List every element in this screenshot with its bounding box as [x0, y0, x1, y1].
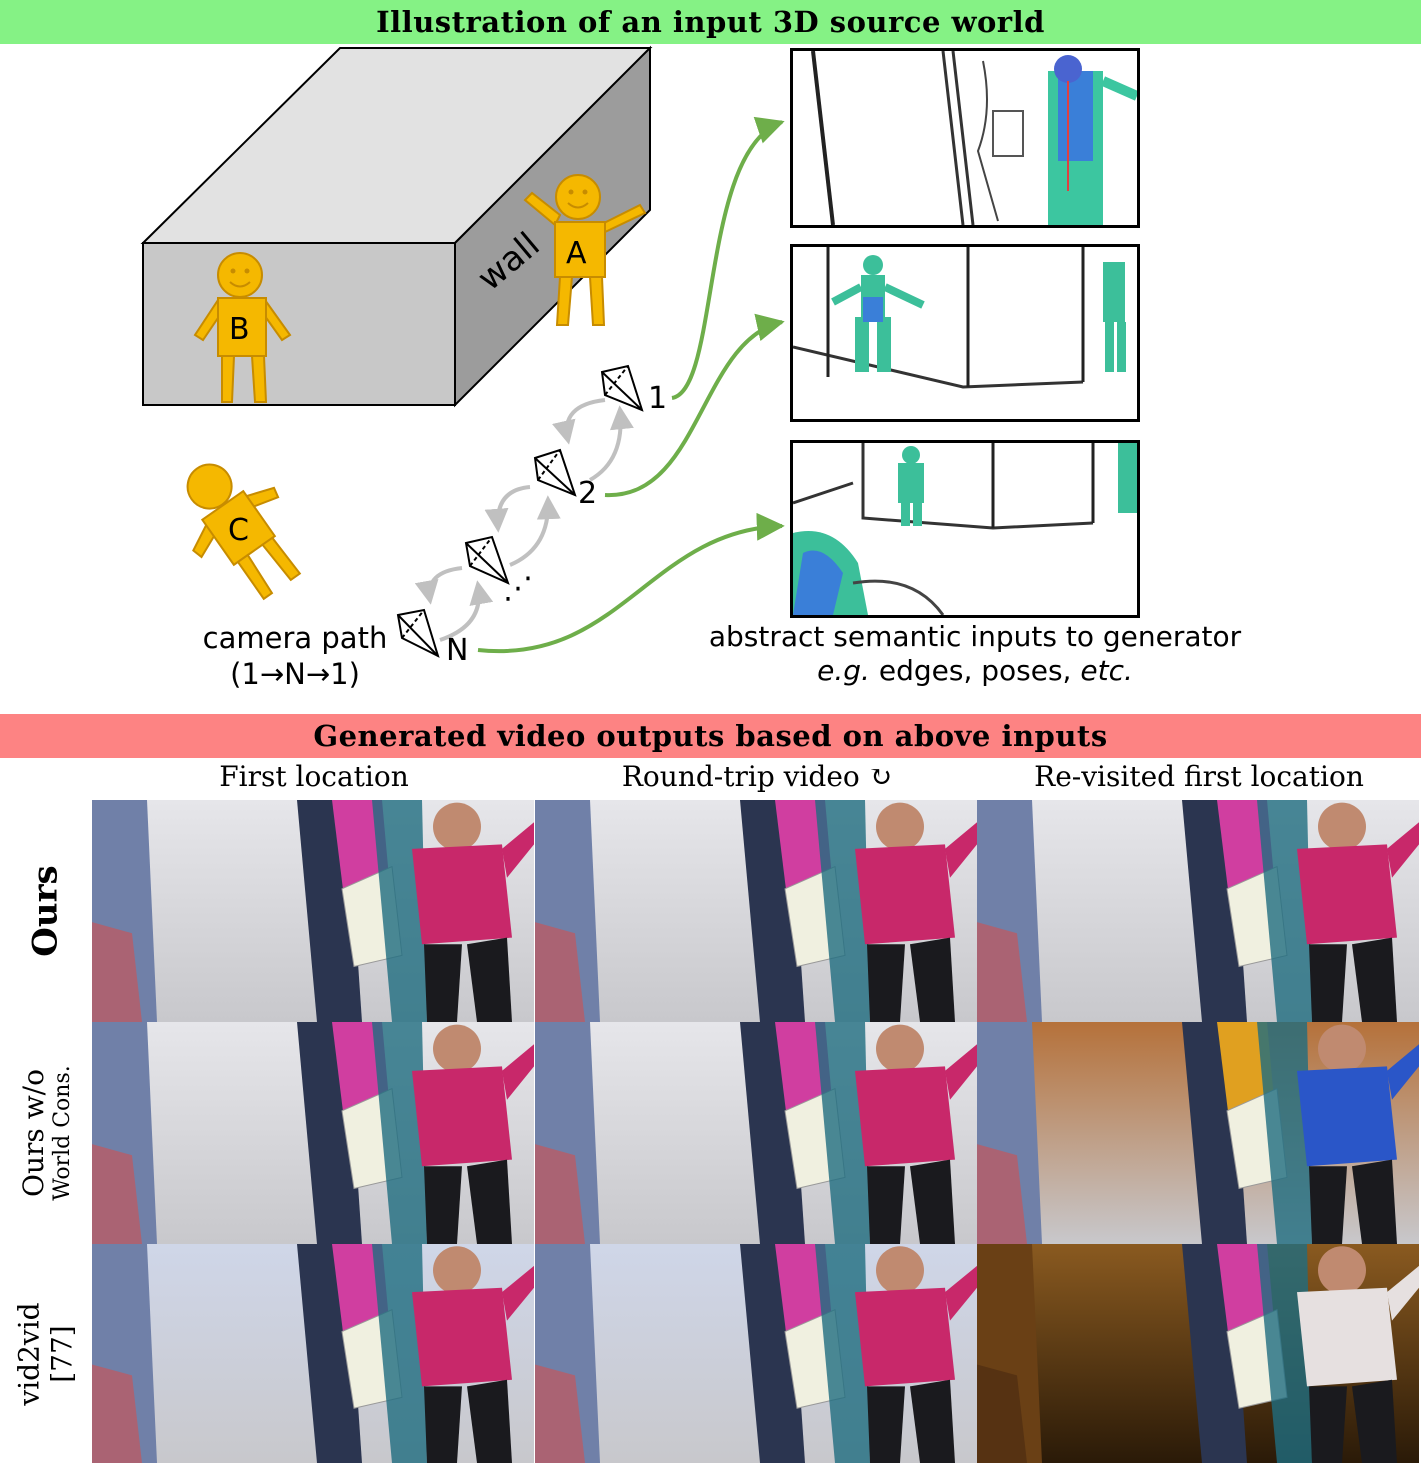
person-a	[523, 174, 647, 326]
generated-frame-vid2vid-revisited	[977, 1244, 1419, 1463]
column-header-revisited: Re-visited first location	[1034, 760, 1364, 793]
camera-path-arrows	[414, 398, 634, 642]
inputs-caption: abstract semantic inputs to generator e.…	[708, 620, 1242, 687]
camera-icons	[396, 364, 644, 658]
camera-ellipsis: ⋰	[503, 571, 533, 606]
column-header-round-trip: Round-trip video ↻	[621, 760, 893, 793]
camera-number-1: 1	[648, 381, 667, 416]
person-a-label: A	[566, 236, 587, 271]
generated-frame-ours-wo-revisited	[977, 1022, 1419, 1244]
row-label-vid2vid: vid2vid [77]	[13, 1301, 79, 1406]
person-b	[193, 252, 292, 403]
generated-frame-ours-revisited	[977, 800, 1419, 1022]
generated-frame-ours-wo-first	[92, 1022, 534, 1244]
person-b-label: B	[229, 312, 250, 347]
camera-number-2: 2	[578, 476, 597, 511]
input-arrows	[477, 116, 785, 654]
input-frame-3	[790, 440, 1140, 618]
camera-path-label: camera path (1→N→1)	[202, 621, 388, 691]
column-header-first-location: First location	[219, 760, 409, 793]
input-frame-2	[790, 244, 1140, 422]
row-label-ours: Ours	[26, 865, 66, 957]
person-c	[186, 463, 302, 601]
scene-illustration: wall A B C	[140, 45, 785, 668]
generated-frame-vid2vid-first	[92, 1244, 534, 1463]
camera-number-n: N	[446, 633, 468, 668]
generated-frame-ours-first	[92, 800, 534, 1022]
bottom-banner: Generated video outputs based on above i…	[0, 714, 1421, 758]
generated-frame-ours-roundtrip	[535, 800, 977, 1022]
input-frame-1	[790, 48, 1140, 228]
row-label-ours-wo: Ours w/o World Cons.	[17, 1065, 75, 1201]
generated-frame-vid2vid-roundtrip	[535, 1244, 977, 1463]
top-banner: Illustration of an input 3D source world	[0, 0, 1421, 44]
person-c-label: C	[228, 513, 249, 548]
generated-frame-ours-wo-roundtrip	[535, 1022, 977, 1244]
